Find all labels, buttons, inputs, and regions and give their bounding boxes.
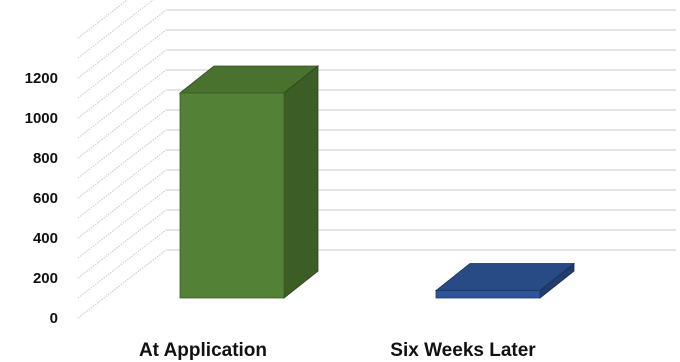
gridline-side [77, 109, 167, 179]
bar-front-face [435, 290, 541, 299]
gridline-side [77, 249, 167, 319]
y-tick-label: 800 [33, 150, 58, 167]
y-tick-label: 600 [33, 190, 58, 207]
y-tick-label: 1200 [25, 70, 58, 87]
gridline-side [77, 0, 129, 39]
gridline-side [77, 149, 167, 219]
y-axis-ticks: 0 200 400 600 800 1000 1200 [25, 70, 58, 327]
bar-1 [178, 65, 320, 299]
y-tick-label: 0 [50, 310, 58, 327]
bars [178, 65, 576, 299]
gridline-side [77, 9, 167, 79]
gridline-side [77, 209, 167, 279]
bar-side-face [283, 65, 319, 299]
gridline-side [77, 69, 167, 139]
gridline-side [77, 29, 167, 99]
y-tick-label: 400 [33, 230, 58, 247]
bar-front-face [179, 92, 285, 299]
x-axis-categories: At Application Six Weeks Later [139, 340, 536, 361]
gridline-side [77, 0, 155, 59]
gridline-side [77, 49, 167, 119]
gridline-side [77, 169, 167, 239]
grid-layer [77, 0, 676, 319]
y-tick-label: 1000 [25, 110, 58, 127]
gridline-side [77, 189, 167, 259]
x-category-label: At Application [139, 340, 267, 361]
bar-2 [434, 262, 576, 299]
x-category-label: Six Weeks Later [390, 340, 536, 361]
gridline-side [77, 89, 167, 159]
gridline-side [77, 229, 167, 299]
gridline-side [77, 129, 167, 199]
y-tick-label: 200 [33, 270, 58, 287]
